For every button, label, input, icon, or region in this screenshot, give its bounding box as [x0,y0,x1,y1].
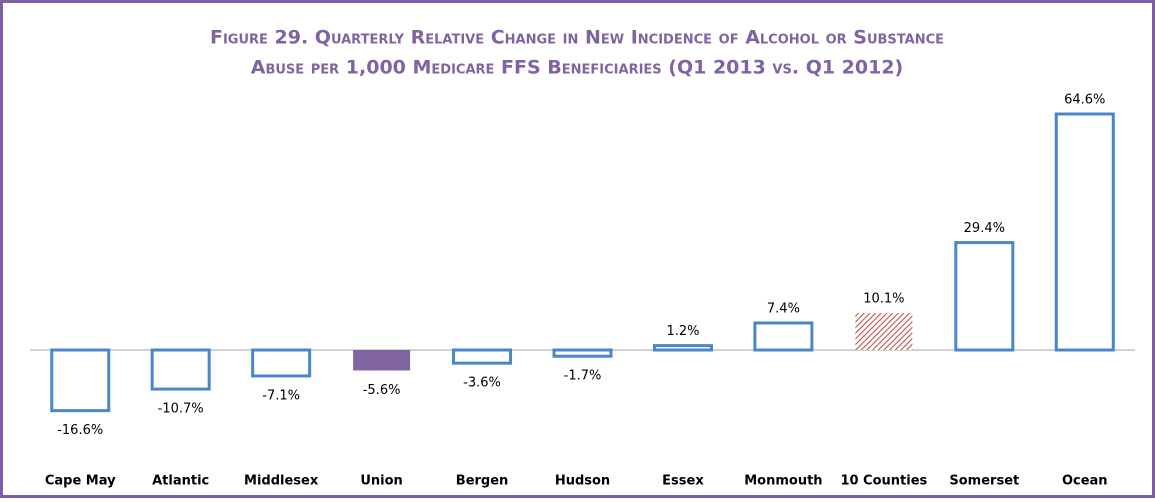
chart-title: Abuse per 1,000 Medicare FFS Beneficiari… [251,57,904,79]
bar [50,348,111,413]
x-tick-label: Somerset [949,474,1019,489]
value-label: 29.4% [964,221,1005,236]
x-tick-label: Ocean [1062,474,1108,489]
value-label: 10.1% [863,292,904,307]
value-label: -5.6% [363,383,401,398]
bar [652,344,713,352]
value-label: -16.6% [57,423,103,438]
x-tick-label: 10 Counties [840,474,927,489]
bar [855,313,913,350]
bar [753,321,814,352]
bar [1054,112,1115,352]
bar [150,348,211,391]
value-label: -10.7% [158,402,204,417]
value-label: 7.4% [767,301,800,316]
x-tick-label: Cape May [45,474,116,489]
bar [251,348,312,378]
x-tick-label: Middlesex [244,474,319,489]
value-label: 1.2% [666,324,699,339]
chart-title: Figure 29. Quarterly Relative Change in … [210,27,944,49]
bar [552,348,613,358]
x-tick-label: Essex [662,474,704,489]
bar [452,348,513,365]
value-label: -3.6% [463,376,501,391]
value-label: -1.7% [564,369,602,384]
bar [954,241,1015,352]
bar [353,350,411,371]
x-tick-label: Union [360,474,402,489]
value-label: 64.6% [1064,93,1105,108]
value-label: -7.1% [262,388,300,403]
x-tick-label: Hudson [555,474,610,489]
x-tick-label: Monmouth [744,474,822,489]
x-tick-label: Bergen [456,474,509,489]
x-tick-label: Atlantic [152,474,209,489]
